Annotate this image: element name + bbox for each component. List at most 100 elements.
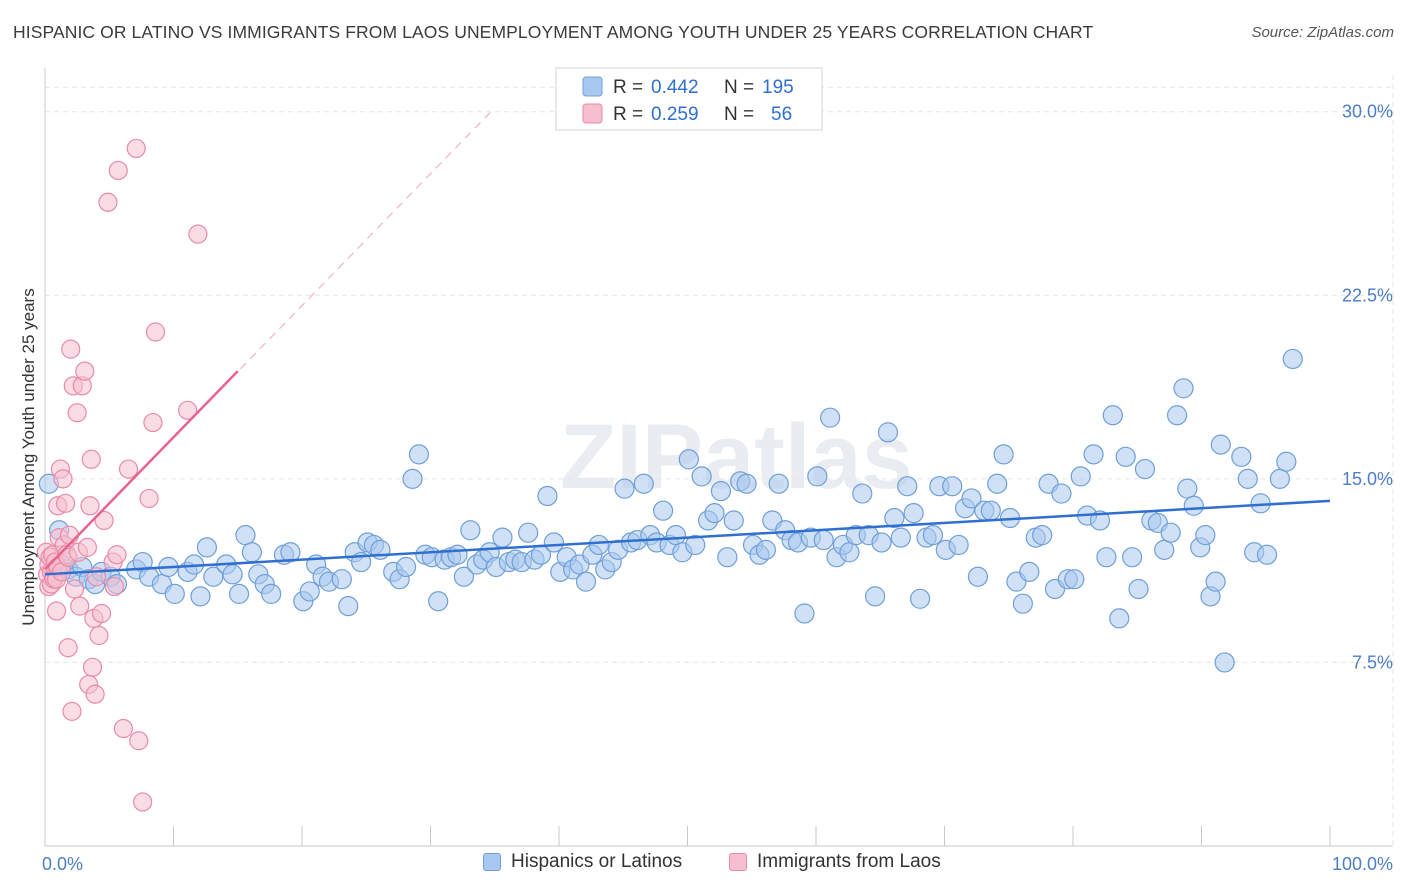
point-hispanics-169 xyxy=(1183,495,1204,516)
point-hispanics-48 xyxy=(402,468,423,489)
point-hispanics-76 xyxy=(588,534,609,556)
point-hispanics-108 xyxy=(794,603,815,624)
point-hispanics-183 xyxy=(1282,348,1303,370)
point-laos-49 xyxy=(108,160,128,181)
grid-lines xyxy=(45,75,1394,846)
point-hispanics-90 xyxy=(678,449,699,470)
point-laos-23 xyxy=(59,525,80,545)
reference-diagonal xyxy=(44,111,492,570)
point-laos-30 xyxy=(70,596,90,616)
point-hispanics-121 xyxy=(877,422,899,443)
point-laos-34 xyxy=(77,537,98,557)
point-hispanics-125 xyxy=(903,503,924,524)
point-hispanics-160 xyxy=(1128,578,1149,600)
point-hispanics-112 xyxy=(820,407,841,428)
point-hispanics-120 xyxy=(871,532,892,553)
y-tick-label-2: 22.5% xyxy=(1342,285,1393,305)
reference-diagonal-line xyxy=(44,111,492,570)
chart-title: HISPANIC OR LATINO VS IMMIGRANTS FROM LA… xyxy=(13,22,1094,42)
point-hispanics-80 xyxy=(614,478,635,499)
point-hispanics-167 xyxy=(1173,378,1194,399)
point-hispanics-135 xyxy=(967,566,989,587)
point-hispanics-92 xyxy=(691,466,712,487)
point-laos-27 xyxy=(64,579,85,599)
point-hispanics-91 xyxy=(685,534,706,556)
point-hispanics-164 xyxy=(1154,539,1175,560)
point-hispanics-174 xyxy=(1210,434,1231,455)
point-hispanics-38 xyxy=(338,596,359,617)
point-hispanics-47 xyxy=(408,444,430,465)
legend-r-label-1: R = xyxy=(613,77,648,98)
point-hispanics-165 xyxy=(1160,522,1181,543)
trend-lines xyxy=(44,370,1331,576)
point-hispanics-151 xyxy=(1070,466,1091,487)
point-hispanics-99 xyxy=(736,473,757,494)
point-laos-13 xyxy=(46,601,67,621)
x-tick-label-min: 0.0% xyxy=(42,854,83,874)
point-laos-58 xyxy=(178,400,198,420)
point-hispanics-95 xyxy=(710,480,732,502)
point-hispanics-97 xyxy=(723,510,744,531)
point-laos-55 xyxy=(139,488,159,509)
point-laos-35 xyxy=(80,496,100,516)
point-hispanics-176 xyxy=(1231,446,1252,467)
point-laos-42 xyxy=(89,625,109,646)
point-hispanics-110 xyxy=(807,466,828,487)
point-hispanics-155 xyxy=(1096,547,1117,568)
point-hispanics-171 xyxy=(1195,525,1216,546)
legend-label-laos: Immigrants from Laos xyxy=(757,851,941,872)
point-hispanics-54 xyxy=(447,544,468,565)
point-hispanics-56 xyxy=(460,520,481,541)
y-axis-label: Unemployment Among Youth under 25 years xyxy=(19,288,38,625)
point-hispanics-122 xyxy=(884,507,905,529)
point-hispanics-148 xyxy=(1051,483,1072,504)
legend-item-laos: Immigrants from Laos xyxy=(729,851,941,873)
point-hispanics-154 xyxy=(1089,510,1111,531)
point-hispanics-157 xyxy=(1109,608,1130,629)
legend-item-hispanics: Hispanics or Latinos xyxy=(483,851,682,873)
point-hispanics-20 xyxy=(196,537,218,558)
legend-r-value-1: 0.442 xyxy=(651,77,699,98)
point-hispanics-168 xyxy=(1177,478,1198,499)
point-hispanics-88 xyxy=(665,525,687,546)
point-hispanics-150 xyxy=(1064,569,1085,590)
legend-r-label-2: R = xyxy=(613,104,648,125)
point-laos-50 xyxy=(113,718,133,739)
point-hispanics-132 xyxy=(948,534,969,556)
point-laos-45 xyxy=(98,192,118,212)
point-hispanics-143 xyxy=(1019,561,1040,582)
point-hispanics-173 xyxy=(1205,571,1226,592)
point-hispanics-65 xyxy=(518,522,539,543)
point-hispanics-182 xyxy=(1276,451,1297,472)
legend-n-value-1: 195 xyxy=(762,77,794,98)
x-tick-label-max: 100.0% xyxy=(1332,854,1393,874)
series-laos-points xyxy=(36,138,208,812)
point-hispanics-16 xyxy=(164,583,185,604)
axes xyxy=(44,68,1393,847)
series-hispanics-points xyxy=(38,348,1303,673)
legend-swatch-laos xyxy=(729,853,747,871)
point-laos-54 xyxy=(133,792,153,812)
point-hispanics-24 xyxy=(228,583,250,604)
point-hispanics-117 xyxy=(852,483,873,504)
correlation-legend: R = 0.442 N = 195 R = 0.259 N = 56 xyxy=(555,67,823,131)
point-laos-47 xyxy=(104,576,124,597)
point-hispanics-69 xyxy=(543,532,564,553)
y-tick-label-1: 15.0% xyxy=(1342,469,1393,489)
point-hispanics-102 xyxy=(755,539,776,560)
point-hispanics-123 xyxy=(890,527,911,548)
point-hispanics-156 xyxy=(1102,405,1123,426)
point-laos-48 xyxy=(107,545,127,565)
point-laos-51 xyxy=(118,459,139,479)
legend-r-value-2: 0.259 xyxy=(651,104,699,125)
point-hispanics-126 xyxy=(909,588,931,609)
point-hispanics-83 xyxy=(633,473,654,494)
point-hispanics-96 xyxy=(717,547,738,568)
point-hispanics-145 xyxy=(1032,525,1053,546)
point-laos-36 xyxy=(81,449,101,469)
point-hispanics-68 xyxy=(537,485,558,507)
point-hispanics-94 xyxy=(704,503,725,524)
point-hispanics-181 xyxy=(1269,468,1290,489)
point-laos-33 xyxy=(75,361,95,381)
point-hispanics-115 xyxy=(839,542,860,563)
